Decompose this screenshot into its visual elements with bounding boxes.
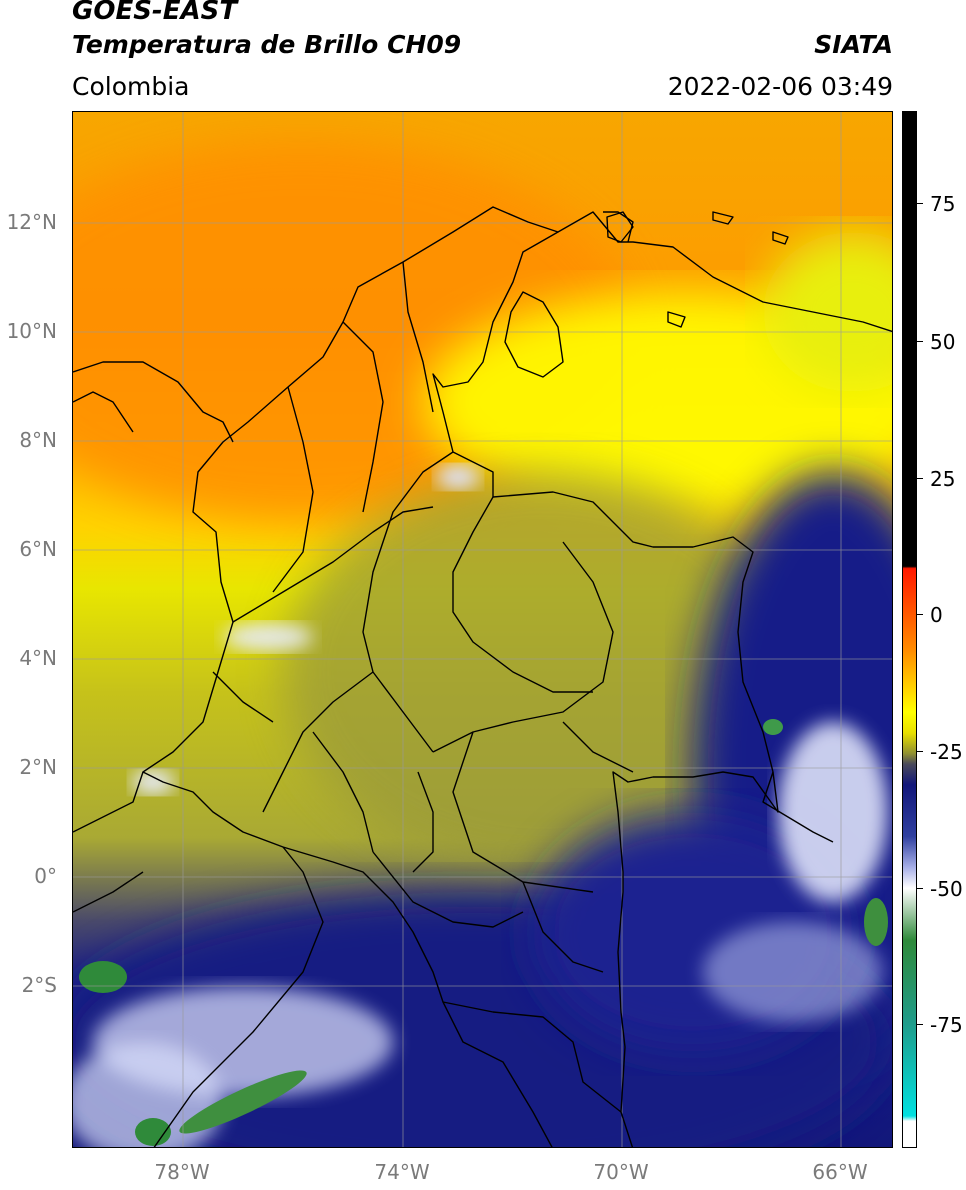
colorbar-label-50: 50 [930,330,956,354]
lon-label-78w: 78°W [154,1160,210,1184]
satellite-image [73,112,892,1147]
colorbar-tick-minus50 [917,888,923,889]
lon-label-74w: 74°W [374,1160,430,1184]
map-panel[interactable] [72,111,893,1148]
lat-label-2n: 2°N [19,755,57,779]
lon-label-70w: 70°W [593,1160,649,1184]
lat-label-4n: 4°N [19,646,57,670]
colorbar-label-0: 0 [930,603,943,627]
colorbar-tick-25 [917,478,923,479]
colorbar-tick-0 [917,614,923,615]
colorbar-tick-50 [917,341,923,342]
colorbar-tick-75 [917,203,923,204]
colorbar [902,111,917,1148]
timestamp-label: 2022-02-06 03:49 [667,72,893,101]
title-product: Temperatura de Brillo CH09 [72,30,462,59]
lat-label-6n: 6°N [19,537,57,561]
region-label: Colombia [72,72,190,101]
brand-label: SIATA [814,30,893,59]
colorbar-gradient [903,112,916,1147]
colorbar-label-minus50: -50 [930,877,963,901]
colorbar-label-minus75: -75 [930,1013,963,1037]
lat-label-8n: 8°N [19,428,57,452]
colorbar-tick-minus25 [917,751,923,752]
lat-label-2s: 2°S [21,973,57,997]
title-satellite: GOES-EAST [72,0,238,26]
colorbar-tick-minus75 [917,1024,923,1025]
colorbar-label-25: 25 [930,467,956,491]
colorbar-label-minus25: -25 [930,740,963,764]
colorbar-label-75: 75 [930,192,956,216]
lon-label-66w: 66°W [812,1160,868,1184]
lat-label-10n: 10°N [6,319,57,343]
lat-label-12n: 12°N [6,210,57,234]
lat-label-0: 0° [34,864,57,888]
